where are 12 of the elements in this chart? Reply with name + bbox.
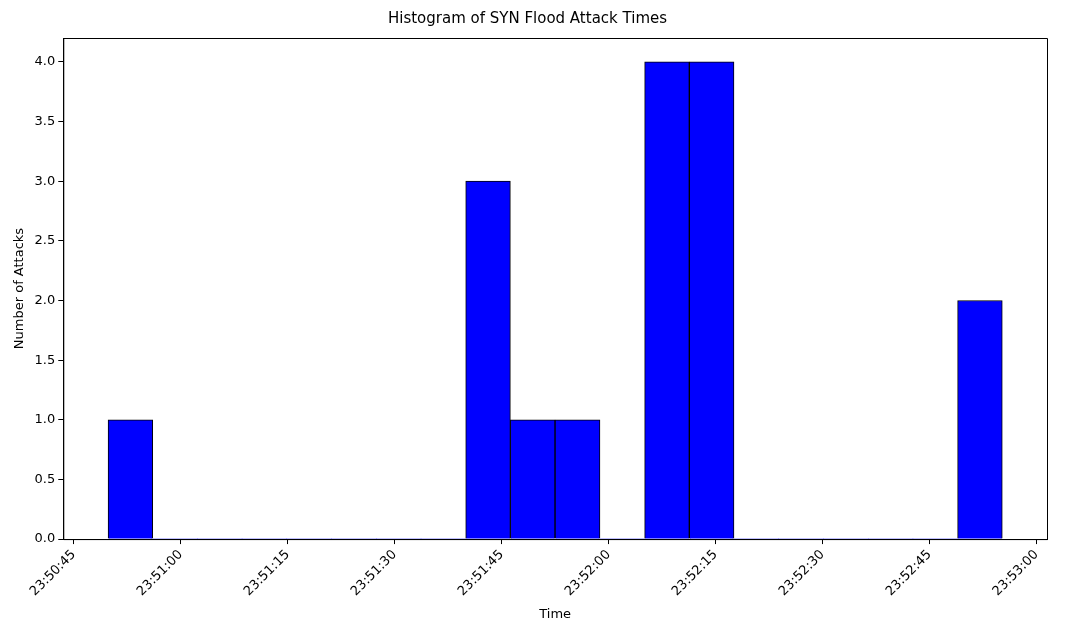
y-tick-label: 1.5 <box>34 351 56 367</box>
y-tick-label: 0.0 <box>34 530 56 546</box>
chart-title: Histogram of SYN Flood Attack Times <box>387 8 668 27</box>
y-tick-label: 2.5 <box>34 232 56 248</box>
y-tick-label: 3.5 <box>34 112 56 128</box>
y-tick-label: 1.0 <box>34 411 56 427</box>
x-axis-title: Time <box>538 605 572 621</box>
y-tick-label: 4.0 <box>34 53 56 69</box>
y-axis-title: Number of Attacks <box>11 227 27 350</box>
y-tick-label: 0.5 <box>34 470 56 486</box>
y-tick-label: 2.0 <box>34 291 56 307</box>
y-tick-label: 3.0 <box>34 172 56 188</box>
